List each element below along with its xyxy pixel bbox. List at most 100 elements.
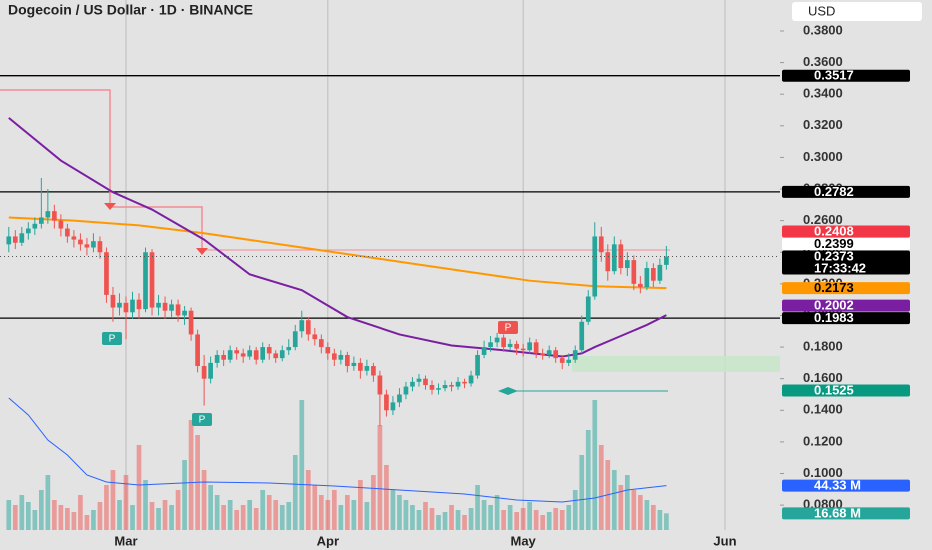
volume-bar	[149, 502, 155, 530]
candle-body	[572, 350, 578, 360]
volume-bar	[429, 508, 435, 530]
y-tick-label: 0.1200	[803, 433, 843, 448]
volume-bar	[462, 515, 467, 530]
candle-body	[143, 252, 148, 310]
volume-bar	[546, 512, 552, 530]
candle-body	[266, 347, 272, 354]
candle-body	[45, 211, 51, 218]
y-tick-label: 0.1400	[803, 402, 843, 417]
volume-bar	[397, 495, 402, 530]
volume-bar	[84, 515, 90, 530]
candle-body	[156, 302, 161, 308]
volume-bar	[618, 485, 624, 530]
x-tick-label: Mar	[114, 533, 137, 548]
volume-bar	[143, 480, 148, 530]
volume-label: 16.68 M	[814, 505, 861, 520]
candle-body	[533, 342, 539, 354]
volume-bar	[592, 400, 598, 530]
chart-title: Dogecoin / US Dollar · 1D · BINANCE	[8, 2, 253, 18]
candle-body	[351, 362, 357, 367]
y-tick-label: 0.3200	[803, 117, 843, 132]
candle-body	[364, 366, 370, 371]
currency[interactable]: USD	[808, 3, 835, 18]
candle-body	[25, 228, 31, 234]
volume-bar	[156, 508, 161, 530]
candle-body	[123, 302, 129, 313]
volume-bar	[520, 508, 526, 530]
volume-bar	[91, 510, 96, 530]
candle-body	[169, 304, 174, 311]
candle-body	[423, 378, 428, 385]
candle-body	[130, 299, 135, 313]
volume-bar	[345, 495, 350, 530]
candle-body	[325, 347, 331, 354]
volume-bar	[624, 475, 630, 530]
candle-body	[97, 241, 103, 253]
volume-bar	[130, 505, 135, 530]
volume-bar	[65, 508, 70, 530]
candle-body	[260, 347, 266, 360]
candle-body	[598, 236, 604, 253]
volume-bar	[533, 510, 539, 530]
volume-bar	[631, 490, 637, 530]
candle-body	[657, 264, 663, 281]
candle-body	[345, 354, 350, 367]
volume-bar	[201, 470, 207, 530]
candle-body	[247, 350, 253, 357]
price-label: 0.2373	[814, 248, 854, 263]
candle-body	[371, 366, 376, 376]
candle-body	[449, 385, 454, 387]
candle-body	[624, 260, 630, 269]
candle-body	[221, 354, 226, 360]
candle-body	[338, 354, 344, 360]
candle-body	[84, 244, 90, 248]
candle-body	[32, 223, 38, 229]
volume-bar	[286, 502, 292, 530]
volume-bar	[227, 500, 233, 530]
volume-bar	[579, 455, 585, 530]
drawing-line	[110, 206, 203, 248]
candle-body	[104, 252, 109, 295]
price-label-box	[782, 250, 910, 275]
y-tick-label: 0.3000	[803, 149, 843, 164]
volume-bar	[501, 510, 506, 530]
candle-body	[410, 381, 415, 387]
y-tick-label: 0.1000	[803, 465, 843, 480]
candle-body	[208, 362, 213, 379]
candle-body	[136, 299, 142, 310]
price-label-box	[782, 384, 910, 397]
volume-bar	[71, 512, 77, 530]
volume-bar	[527, 502, 533, 530]
volume-bar	[358, 480, 363, 530]
volume-bar	[436, 515, 441, 530]
volume-bar	[572, 490, 578, 530]
price-label: 0.2173	[814, 280, 854, 295]
candle-body	[436, 388, 441, 390]
volume-label-box	[782, 507, 910, 520]
volume-bar	[208, 485, 213, 530]
candle-body	[182, 310, 187, 316]
candle-body	[527, 342, 533, 351]
y-tick-label: 0.3600	[803, 54, 843, 69]
volume-bar	[331, 490, 337, 530]
y-tick-label: 0.3800	[803, 22, 843, 37]
candle-body	[546, 350, 552, 355]
candle-body	[227, 350, 233, 360]
volume-bar	[279, 505, 285, 530]
volume-bar	[494, 495, 500, 530]
volume-bar	[410, 505, 415, 530]
volume-bar	[136, 445, 142, 530]
candle-body	[12, 236, 18, 243]
currency-box[interactable]	[792, 2, 922, 21]
price-label: 0.2408	[814, 223, 854, 238]
countdown: 17:33:42	[814, 260, 866, 275]
candle-body	[475, 354, 480, 376]
price-label-box	[782, 282, 910, 295]
price-label-box	[782, 225, 910, 238]
candle-body	[253, 350, 259, 360]
price-label-box	[782, 185, 910, 198]
candle-body	[566, 359, 572, 363]
candle-body	[377, 375, 383, 395]
volume-bar	[221, 505, 226, 530]
arrow-head	[104, 203, 116, 210]
